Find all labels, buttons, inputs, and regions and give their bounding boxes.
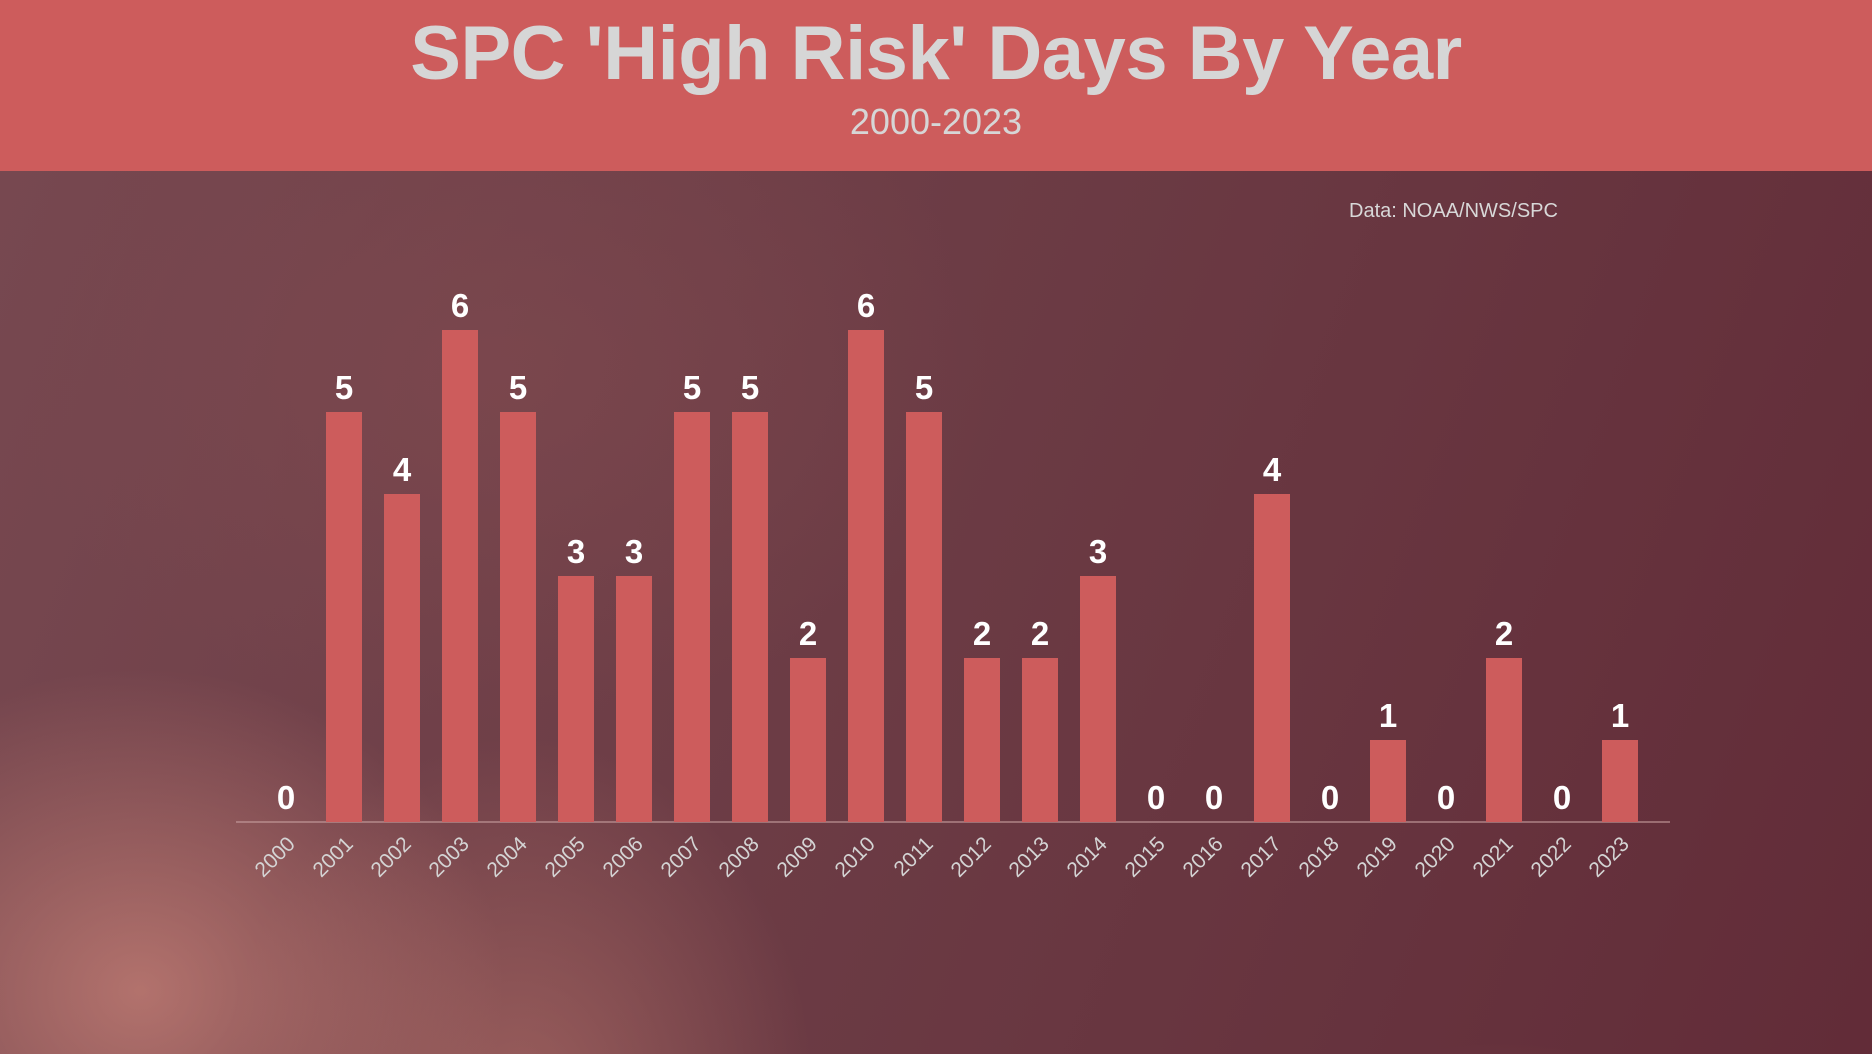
x-tick-label: 2002 [366,832,416,882]
x-tick-label: 2011 [889,832,938,881]
x-tick-label: 2001 [308,832,358,882]
chart-subtitle: 2000-2023 [849,101,1023,142]
chart-header: SPC 'High Risk' Days By Year 2000-2023 [0,0,1872,171]
x-tick-label: 2021 [1468,832,1518,882]
value-label: 6 [450,287,470,324]
value-label: 5 [334,369,354,406]
value-label: 6 [856,287,876,324]
x-tick-label: 2006 [598,832,648,882]
x-tick-label: 2013 [1004,832,1054,882]
bar-2019 [1370,740,1406,822]
x-tick-label: 2000 [250,832,300,882]
bar-2023 [1602,740,1638,822]
x-tick-label: 2018 [1294,832,1344,882]
value-label: 4 [1262,451,1282,488]
x-tick-label: 2012 [946,832,996,882]
value-label: 5 [508,369,528,406]
bar-2003 [442,330,478,822]
x-tick-label: 2009 [772,832,822,882]
value-label: 0 [1436,779,1456,816]
value-label: 2 [972,615,992,652]
x-tick-label: 2017 [1236,832,1286,882]
value-label: 1 [1610,697,1630,734]
bar-2001 [326,412,362,822]
bar-2012 [964,658,1000,822]
x-tick-label: 2023 [1584,832,1634,882]
value-label: 2 [1030,615,1050,652]
value-label: 0 [1204,779,1224,816]
bar-2007 [674,412,710,822]
value-label: 0 [1552,779,1572,816]
value-label: 3 [624,533,644,570]
value-label: 5 [740,369,760,406]
value-label: 0 [1320,779,1340,816]
bar-2008 [732,412,768,822]
bar-2011 [906,412,942,822]
value-label: 1 [1378,697,1398,734]
bar-2013 [1022,658,1058,822]
bar-2017 [1254,494,1290,822]
bar-2021 [1486,658,1522,822]
x-tick-label: 2010 [830,832,880,882]
x-tick-label: 2019 [1352,832,1402,882]
x-axis-line [236,821,1670,823]
bar-2014 [1080,576,1116,822]
bar-2004 [500,412,536,822]
value-label: 2 [1494,615,1514,652]
x-tick-label: 2008 [714,832,764,882]
x-tick-label: 2003 [424,832,474,882]
chart-title: SPC 'High Risk' Days By Year [410,11,1462,96]
value-label: 0 [276,779,296,816]
bar-2010 [848,330,884,822]
value-label: 4 [392,451,412,488]
value-label: 3 [1088,533,1108,570]
value-label: 5 [682,369,702,406]
bar-2002 [384,494,420,822]
value-label: 5 [914,369,934,406]
value-label: 3 [566,533,586,570]
data-source-note: Data: NOAA/NWS/SPC [1349,200,1558,222]
x-tick-label: 2016 [1178,832,1228,882]
bar-2005 [558,576,594,822]
x-tick-label: 2020 [1410,832,1460,882]
x-tick-label: 2005 [540,832,590,882]
x-tick-label: 2014 [1062,832,1112,882]
x-tick-label: 2022 [1526,832,1576,882]
value-label: 2 [798,615,818,652]
x-tick-label: 2015 [1120,832,1170,882]
bar-2009 [790,658,826,822]
bar-2006 [616,576,652,822]
value-label: 0 [1146,779,1166,816]
x-tick-label: 2007 [656,832,706,882]
x-tick-label: 2004 [482,832,532,882]
